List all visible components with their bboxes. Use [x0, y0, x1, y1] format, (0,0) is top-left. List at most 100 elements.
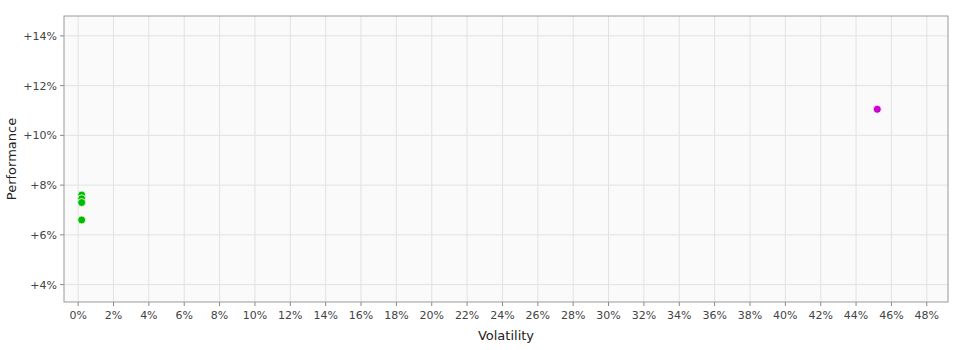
x-tick-label: 28%	[561, 309, 585, 322]
y-tick	[60, 284, 64, 285]
x-tick-label: 26%	[526, 309, 550, 322]
x-tick-label: 22%	[455, 309, 479, 322]
x-tick-label: 8%	[211, 309, 228, 322]
x-tick	[785, 302, 786, 306]
grid	[64, 16, 948, 302]
x-tick-label: 36%	[702, 309, 726, 322]
x-tick-label: 4%	[140, 309, 157, 322]
x-tick-label: 10%	[243, 309, 267, 322]
x-grid-line	[184, 16, 185, 302]
x-grid-line	[502, 16, 503, 302]
x-tick-label: 24%	[490, 309, 514, 322]
x-grid-line	[290, 16, 291, 302]
x-tick	[679, 302, 680, 306]
point	[78, 216, 86, 224]
x-tick-label: 30%	[596, 309, 620, 322]
x-grid-line	[361, 16, 362, 302]
y-grid-line	[64, 284, 948, 285]
x-tick	[148, 302, 149, 306]
x-tick	[856, 302, 857, 306]
x-tick	[502, 302, 503, 306]
x-tick-label: 6%	[175, 309, 192, 322]
x-grid-line	[113, 16, 114, 302]
x-tick-label: 16%	[349, 309, 373, 322]
point	[78, 199, 86, 207]
chart: 0% 2% 4% 6% 8% 10% 12% 14% 16% 18% 20% 22% 24% 26% 28%…	[0, 0, 966, 350]
plot-background	[64, 16, 948, 302]
point	[873, 105, 881, 113]
y-tick-label: +14%	[23, 30, 57, 43]
x-grid-line	[643, 16, 644, 302]
x-grid-line	[679, 16, 680, 302]
x-tick	[290, 302, 291, 306]
y-tick-label: +10%	[23, 129, 57, 142]
series	[873, 105, 881, 113]
x-grid-line	[467, 16, 468, 302]
y-tick-label: +6%	[30, 229, 57, 242]
x-grid-line	[891, 16, 892, 302]
x-grid-line	[254, 16, 255, 302]
x-grid-line	[785, 16, 786, 302]
series	[78, 191, 86, 224]
x-tick-label: 38%	[738, 309, 762, 322]
y-tick-label: +12%	[23, 80, 57, 93]
x-grid-line	[926, 16, 927, 302]
y-grid-line	[64, 234, 948, 235]
x-grid-line	[573, 16, 574, 302]
y-grid-line	[64, 135, 948, 136]
y-tick-label: +4%	[30, 279, 57, 292]
y-tick	[60, 35, 64, 36]
y-tick	[60, 135, 64, 136]
x-tick-label: 44%	[844, 309, 868, 322]
x-tick	[184, 302, 185, 306]
x-tick	[325, 302, 326, 306]
x-tick-label: 14%	[313, 309, 337, 322]
x-grid-line	[325, 16, 326, 302]
y-tick-label: +8%	[30, 179, 57, 192]
x-grid-line	[78, 16, 79, 302]
y-tick	[60, 185, 64, 186]
x-tick-label: 0%	[69, 309, 86, 322]
y-grid-line	[64, 85, 948, 86]
x-tick	[113, 302, 114, 306]
x-tick	[820, 302, 821, 306]
x-grid-line	[856, 16, 857, 302]
x-tick-label: 12%	[278, 309, 302, 322]
x-grid-line	[219, 16, 220, 302]
x-tick-label: 32%	[632, 309, 656, 322]
x-tick-label: 20%	[420, 309, 444, 322]
x-tick	[608, 302, 609, 306]
page: {"chart_data": {"type": "scatter", "x_la…	[0, 0, 966, 350]
x-tick	[431, 302, 432, 306]
x-tick-label: 48%	[915, 309, 939, 322]
x-tick	[714, 302, 715, 306]
x-tick	[254, 302, 255, 306]
x-tick-label: 46%	[879, 309, 903, 322]
plot-frame	[64, 16, 948, 302]
y-tick	[60, 85, 64, 86]
x-tick	[573, 302, 574, 306]
x-tick-label: 18%	[384, 309, 408, 322]
x-grid-line	[749, 16, 750, 302]
x-grid-line	[396, 16, 397, 302]
x-axis-label: Volatility	[478, 328, 534, 343]
y-grid-line	[64, 185, 948, 186]
y-axis-label: Performance	[4, 118, 19, 200]
x-tick	[361, 302, 362, 306]
x-tick-label: 2%	[105, 309, 122, 322]
x-tick-label: 42%	[808, 309, 832, 322]
x-tick	[926, 302, 927, 306]
x-tick-label: 34%	[667, 309, 691, 322]
x-tick	[749, 302, 750, 306]
x-grid-line	[537, 16, 538, 302]
x-grid-line	[431, 16, 432, 302]
x-grid-line	[608, 16, 609, 302]
y-tick	[60, 234, 64, 235]
x-tick	[396, 302, 397, 306]
x-tick-label: 40%	[773, 309, 797, 322]
marks	[78, 105, 882, 224]
y-grid-line	[64, 35, 948, 36]
x-tick	[643, 302, 644, 306]
x-grid-line	[714, 16, 715, 302]
axes: 0% 2% 4% 6% 8% 10% 12% 14% 16% 18% 20% 22% 24% 26% 28%…	[23, 16, 948, 322]
